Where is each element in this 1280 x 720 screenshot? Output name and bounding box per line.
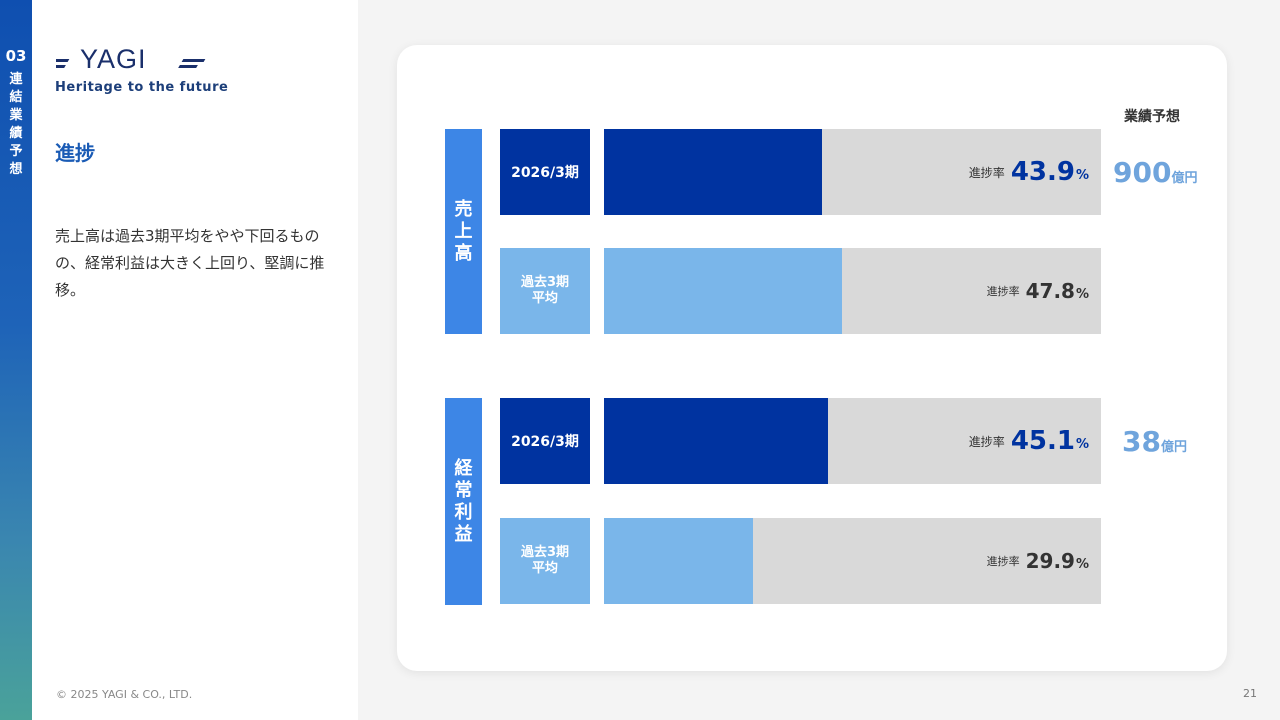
group-label-sales: 売上高 [445,129,482,334]
rate-value: 43.9 [1010,157,1075,187]
rate-readout: 進捗率 47.8 % [987,248,1089,334]
period-label-current: 2026/3期 [500,398,590,484]
rate-label: 進捗率 [986,555,1020,568]
period-label-average: 過去3期平均 [500,518,590,604]
bar-sales-average [604,248,842,334]
bar-track: 進捗率 45.1 % [604,398,1101,484]
percent-sign: % [1075,556,1089,572]
group-label-text: 経常利益 [454,457,473,545]
bar-track: 進捗率 47.8 % [604,248,1101,334]
rate-value: 47.8 [1025,279,1075,303]
rate-label: 進捗率 [968,165,1005,180]
forecast-sales: 900 億円 [1113,156,1197,189]
forecast-unit: 億円 [1171,171,1198,186]
rate-label: 進捗率 [986,285,1020,298]
rate-readout: 進捗率 43.9 % [969,129,1089,215]
rate-value: 29.9 [1025,549,1075,573]
description-text: 売上高は過去3期平均をやや下回るものの、経常利益は大きく上回り、堅調に推移。 [55,227,325,299]
percent-sign: % [1075,286,1089,302]
tagline: Heritage to the future [55,80,229,95]
rate-readout: 進捗率 45.1 % [969,398,1089,484]
percent-sign: % [1075,436,1089,452]
period-label-text: 過去3期平均 [520,275,570,306]
section-title-vertical: 連結業績予想 [9,72,23,177]
left-panel [32,0,358,720]
bar-profit-average [604,518,753,604]
period-label-average: 過去3期平均 [500,248,590,334]
period-label-current: 2026/3期 [500,129,590,215]
forecast-header: 業績予想 [1124,109,1180,125]
forecast-value: 900 [1113,156,1172,189]
percent-sign: % [1075,167,1089,183]
yagi-logo: YAGI [45,44,216,78]
bar-track: 進捗率 29.9 % [604,518,1101,604]
bar-profit-current [604,398,828,484]
bar-track: 進捗率 43.9 % [604,129,1101,215]
rate-label: 進捗率 [968,434,1005,449]
forecast-unit: 億円 [1160,440,1187,455]
group-label-text: 売上高 [454,198,473,264]
page-number: 21 [1243,687,1257,700]
logo-text: YAGI [80,44,147,74]
section-sidebar: 03 連結業績予想 [0,0,32,720]
rate-value: 45.1 [1010,426,1075,456]
period-label-text: 過去3期平均 [520,545,570,576]
page-title: 進捗 [55,141,95,165]
forecast-ordinary-profit: 38 億円 [1122,425,1187,458]
rate-readout: 進捗率 29.9 % [987,518,1089,604]
bar-sales-current [604,129,822,215]
forecast-value: 38 [1122,425,1161,458]
group-label-ordinary-profit: 経常利益 [445,398,482,605]
copyright: © 2025 YAGI & CO., LTD. [56,688,193,701]
section-number: 03 [5,47,27,65]
